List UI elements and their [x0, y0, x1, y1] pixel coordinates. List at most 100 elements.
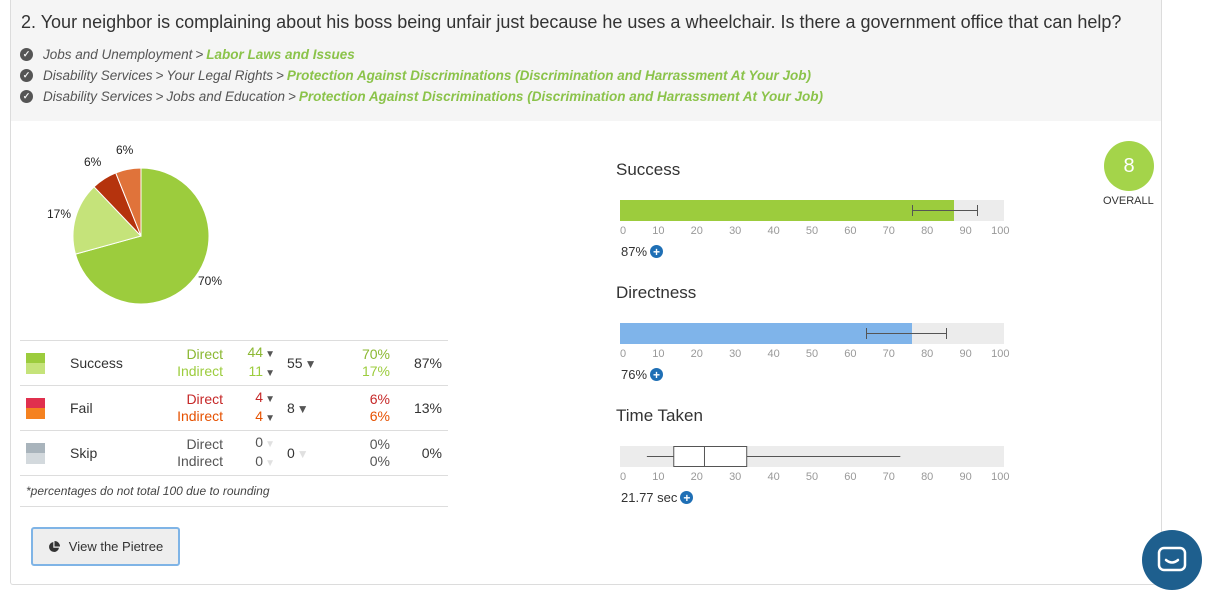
success-title: Success [616, 160, 681, 179]
pie-chart-icon [48, 540, 60, 552]
axis-tick-label: 20 [690, 348, 703, 360]
axis-tick-label: 0 [620, 348, 627, 360]
axis-tick-label: 30 [729, 348, 742, 360]
axis-tick-label: 100 [991, 471, 1010, 483]
filter-icon[interactable]: ▼ [265, 349, 275, 360]
path-separator: > [288, 89, 296, 104]
success-error-high [977, 205, 979, 216]
rounding-footnote: *percentages do not total 100 due to rou… [26, 484, 270, 498]
filter-icon[interactable]: ▼ [265, 394, 275, 405]
axis-tick-label: 0 [620, 471, 627, 483]
path-separator: > [276, 68, 284, 83]
row-name: Skip [58, 430, 148, 476]
pie-label: 6% [84, 155, 102, 169]
pie-slice [115, 167, 142, 237]
direct-percent: 70% [361, 346, 390, 362]
success-value: 87% + [621, 244, 664, 259]
direct-percent: 6% [369, 391, 390, 407]
pie-slice [72, 186, 142, 255]
path-separator: > [155, 68, 164, 83]
path-part: Your Legal Rights [166, 68, 273, 83]
axis-tick-label: 70 [882, 225, 895, 237]
direct-count: 4 [255, 389, 264, 405]
indirect-count: 0 [255, 453, 264, 469]
indirect-percent: 0% [369, 453, 390, 469]
direct-count: 44 [247, 344, 264, 360]
view-pietree-label: View the Pietree [68, 539, 164, 554]
direct-count: 0 [255, 434, 264, 450]
indirect-label: Indirect [177, 363, 223, 379]
axis-tick-label: 30 [729, 471, 742, 483]
time-taken-value-label: 21.77 sec [621, 490, 678, 505]
table-row: Success Direct Indirect 44 ▼ 11 ▼ 55 ▼ 70% … [20, 340, 448, 386]
time-taken-track [620, 446, 1004, 467]
chat-launcher-button[interactable] [1142, 530, 1202, 590]
axis-tick-label: 90 [959, 348, 972, 360]
correct-path: ✓ Disability Services > Your Legal Right… [20, 65, 823, 86]
axis-tick-label: 10 [652, 225, 665, 237]
result-pie-chart: 70% 17% 6% 6% [30, 140, 230, 320]
time-taken-axis: 0 10 20 30 40 50 60 70 80 90 100 [620, 471, 1010, 485]
axis-tick-label: 40 [767, 471, 780, 483]
path-part: Disability Services [43, 68, 153, 83]
overall-label: OVERALL [1103, 195, 1154, 207]
indirect-label: Indirect [177, 453, 223, 469]
filter-icon: ▼ [265, 439, 275, 450]
axis-tick-label: 80 [921, 471, 934, 483]
success-axis: 0 10 20 30 40 50 60 70 80 90 100 [620, 225, 1010, 239]
axis-tick-label: 100 [991, 225, 1010, 237]
total-count: 8 [287, 400, 295, 416]
table-row: Fail Direct Indirect 4 ▼ 4 ▼ 8 ▼ 6% 6% 13% [20, 385, 448, 431]
directness-axis: 0 10 20 30 40 50 60 70 80 90 100 [620, 348, 1010, 362]
success-error-bar [911, 210, 978, 211]
indirect-label: Indirect [177, 408, 223, 424]
axis-tick-label: 10 [652, 348, 665, 360]
total-count: 0 [287, 445, 295, 461]
directness-error-bar [865, 333, 947, 334]
pie-label: 6% [116, 143, 134, 157]
direct-label: Direct [186, 436, 223, 452]
axis-tick-label: 30 [729, 225, 742, 237]
check-icon: ✓ [20, 69, 33, 82]
directness-value-label: 76% [621, 367, 648, 382]
expand-plus-icon[interactable]: + [680, 491, 694, 504]
path-separator: > [155, 89, 164, 104]
axis-tick-label: 40 [767, 225, 780, 237]
filter-icon[interactable]: ▼ [304, 357, 317, 371]
directness-bar [620, 323, 912, 344]
card-header [11, 0, 1161, 121]
filter-icon[interactable]: ▼ [265, 413, 275, 424]
direct-label: Direct [186, 346, 223, 362]
path-separator: > [195, 47, 204, 62]
axis-tick-label: 100 [991, 348, 1010, 360]
fail-swatch [26, 397, 45, 419]
axis-tick-label: 80 [921, 348, 934, 360]
path-destination: Labor Laws and Issues [206, 47, 355, 62]
pie-label: 17% [47, 207, 72, 221]
axis-tick-label: 90 [959, 225, 972, 237]
chat-icon [1157, 546, 1187, 572]
axis-tick-label: 60 [844, 348, 857, 360]
check-icon: ✓ [20, 48, 33, 61]
check-icon: ✓ [20, 90, 33, 103]
direct-label: Direct [186, 391, 223, 407]
axis-tick-label: 60 [844, 471, 857, 483]
success-bar [620, 200, 955, 221]
directness-error-low [865, 328, 867, 339]
axis-tick-label: 60 [844, 225, 857, 237]
filter-icon[interactable]: ▼ [265, 368, 275, 379]
path-part: Disability Services [43, 89, 153, 104]
path-part: Jobs and Unemployment [43, 47, 193, 62]
filter-icon[interactable]: ▼ [296, 402, 309, 416]
pie-svg [72, 167, 210, 305]
time-taken-value: 21.77 sec + [621, 490, 694, 505]
table-row: Skip Direct Indirect 0 ▼ 0 ▼ 0 ▼ 0% 0% 0% [20, 430, 448, 476]
overall-percent: 0% [390, 430, 448, 476]
directness-value: 76% + [621, 367, 664, 382]
axis-tick-label: 50 [805, 225, 819, 237]
expand-plus-icon[interactable]: + [650, 245, 664, 258]
success-error-low [911, 205, 913, 216]
axis-tick-label: 10 [652, 471, 665, 483]
view-pietree-button[interactable]: View the Pietree [31, 527, 180, 566]
expand-plus-icon[interactable]: + [650, 368, 664, 381]
